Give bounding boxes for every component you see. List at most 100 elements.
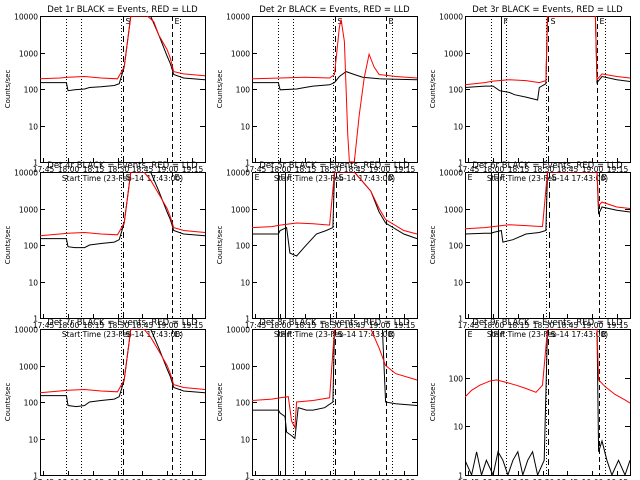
y-tick-label: 100 bbox=[449, 375, 464, 384]
series-events-line bbox=[465, 172, 631, 243]
x-tick-label: 19:00 bbox=[369, 321, 391, 330]
x-tick-label: 19:15 bbox=[394, 321, 416, 330]
x-tick-label: 18:00 bbox=[483, 165, 505, 174]
y-tick-label: 1000 bbox=[231, 363, 250, 372]
series-lld-line bbox=[40, 329, 206, 394]
x-tick-label: 18:15 bbox=[295, 321, 317, 330]
y-axis-label: Counts/sec bbox=[429, 226, 437, 265]
x-tick-label: 18:45 bbox=[557, 321, 579, 330]
chart-det-1: Det 1r BLACK = Events, RED = LLD S E 1 10 100… bbox=[4, 5, 206, 183]
x-tick-label: 17:45 bbox=[458, 478, 480, 480]
series-events-line bbox=[252, 329, 418, 440]
chart-det-4: Det 4r BLACK = Events, RED = LLD S E 1 10 100… bbox=[4, 161, 206, 339]
y-tick-label: 100 bbox=[24, 399, 39, 408]
x-tick-label: 18:00 bbox=[483, 321, 505, 330]
x-tick-label: 18:30 bbox=[533, 165, 555, 174]
y-tick-label: 10000 bbox=[14, 13, 38, 22]
y-tick-label: 1000 bbox=[19, 363, 38, 372]
x-tick-label: 18:15 bbox=[508, 165, 530, 174]
series-lld-line bbox=[465, 16, 631, 86]
y-axis-label: Counts/sec bbox=[216, 226, 224, 265]
chart-title: Det 4r BLACK = Events, RED = LLD bbox=[47, 161, 198, 171]
series-lld-line bbox=[465, 329, 631, 404]
x-tick-label: 18:45 bbox=[557, 165, 579, 174]
y-axis-label: Counts/sec bbox=[216, 70, 224, 109]
x-tick-label: 17:45 bbox=[33, 478, 55, 480]
y-tick-label: 10 bbox=[240, 436, 250, 445]
y-tick-label: 1 bbox=[245, 472, 250, 480]
x-tick-label: 18:30 bbox=[533, 478, 555, 480]
x-tick-label: 19:15 bbox=[182, 478, 204, 480]
x-tick-label: 18:30 bbox=[320, 478, 342, 480]
y-axis-label: Counts/sec bbox=[216, 383, 224, 422]
marker-label: E bbox=[389, 17, 394, 26]
series-events-line bbox=[465, 329, 631, 476]
y-tick-label: 1 bbox=[458, 159, 463, 168]
chart-title: Det 3r BLACK = Events, RED = LLD bbox=[472, 5, 623, 15]
x-axis-label: Start Time (23-Feb-14 17:43:00) bbox=[62, 330, 183, 339]
series-lld-line bbox=[465, 172, 631, 230]
y-tick-label: 10000 bbox=[439, 169, 463, 178]
marker-label: E bbox=[389, 173, 394, 182]
series-events-line bbox=[252, 71, 418, 91]
x-tick-label: 19:00 bbox=[157, 478, 179, 480]
marker-label: F bbox=[501, 330, 506, 339]
y-axis-label: Counts/sec bbox=[429, 383, 437, 422]
x-tick-label: 18:15 bbox=[295, 165, 317, 174]
plot-frame bbox=[465, 172, 631, 319]
x-tick-label: 19:00 bbox=[157, 165, 179, 174]
x-tick-label: 17:45 bbox=[33, 165, 55, 174]
x-tick-label: 18:00 bbox=[270, 165, 292, 174]
x-tick-label: 19:00 bbox=[369, 165, 391, 174]
marker-label: S bbox=[551, 330, 556, 339]
marker-label: E bbox=[175, 173, 180, 182]
x-tick-label: 19:15 bbox=[394, 165, 416, 174]
x-tick-label: 18:30 bbox=[533, 321, 555, 330]
x-tick-label: 19:00 bbox=[582, 165, 604, 174]
x-tick-label: 18:15 bbox=[508, 478, 530, 480]
y-tick-label: 10 bbox=[240, 123, 250, 132]
x-tick-label: 19:00 bbox=[157, 321, 179, 330]
marker-label: F bbox=[504, 17, 509, 26]
marker-label: E bbox=[602, 173, 607, 182]
marker-label: S bbox=[551, 17, 556, 26]
x-tick-label: 18:15 bbox=[83, 321, 105, 330]
x-tick-label: 18:15 bbox=[83, 478, 105, 480]
y-axis-label: Counts/sec bbox=[4, 383, 12, 422]
x-tick-label: 18:30 bbox=[320, 165, 342, 174]
y-tick-label: 10 bbox=[28, 123, 38, 132]
marker-label: S bbox=[126, 17, 131, 26]
x-tick-label: 17:45 bbox=[458, 165, 480, 174]
x-tick-label: 19:15 bbox=[182, 165, 204, 174]
y-tick-label: 10 bbox=[28, 436, 38, 445]
marker-label: F bbox=[281, 330, 286, 339]
y-tick-label: 1000 bbox=[444, 50, 463, 59]
series-events-line bbox=[40, 16, 206, 92]
marker-label: F bbox=[501, 173, 506, 182]
x-tick-label: 18:00 bbox=[483, 478, 505, 480]
x-tick-label: 19:15 bbox=[394, 478, 416, 480]
y-axis-label: Counts/sec bbox=[4, 70, 12, 109]
x-tick-label: 17:45 bbox=[458, 321, 480, 330]
y-tick-label: 10000 bbox=[226, 326, 250, 335]
series-lld-line bbox=[40, 172, 206, 237]
series-lld-line bbox=[40, 16, 206, 80]
x-tick-label: 18:45 bbox=[344, 478, 366, 480]
x-tick-label: 17:45 bbox=[245, 321, 267, 330]
x-tick-label: 18:45 bbox=[557, 478, 579, 480]
marker-label: F bbox=[288, 173, 293, 182]
marker-label: S bbox=[552, 173, 557, 182]
y-tick-label: 10000 bbox=[226, 13, 250, 22]
y-tick-label: 10000 bbox=[439, 13, 463, 22]
marker-label: F bbox=[494, 173, 499, 182]
y-tick-label: 1 bbox=[458, 315, 463, 324]
marker-label: S bbox=[338, 330, 343, 339]
y-tick-label: 10 bbox=[453, 123, 463, 132]
y-tick-label: 1000 bbox=[19, 50, 38, 59]
x-tick-label: 18:00 bbox=[270, 321, 292, 330]
y-tick-label: 10000 bbox=[226, 169, 250, 178]
y-tick-label: 100 bbox=[449, 242, 464, 251]
